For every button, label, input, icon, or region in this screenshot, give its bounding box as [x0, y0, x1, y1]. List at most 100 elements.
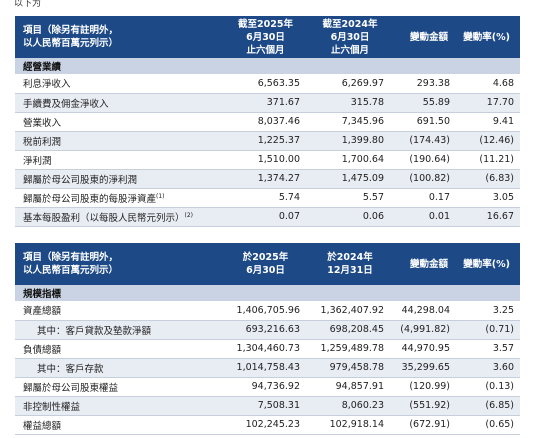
- footnote-marker: (2): [184, 211, 194, 219]
- cell: 6,563.35: [223, 74, 308, 94]
- cell: (0.65): [458, 415, 520, 435]
- header-change-rate: 變動率(%): [463, 31, 510, 43]
- row-label: 利息淨收入: [15, 74, 223, 94]
- cell: (11.21): [458, 150, 520, 170]
- table-row: 歸屬於母公司股東的淨利潤 1,374.27 1,475.09 (100.82) (6.8…: [15, 169, 520, 189]
- header-col-2025: 於2025年 6月30日: [242, 252, 289, 276]
- cell: 102,918.14: [308, 415, 392, 435]
- table-row: 其中：客戶存款 1,014,758.43 979,458.78 35,299.65 3.…: [15, 358, 520, 378]
- cell: (12.46): [458, 131, 520, 151]
- cutoff-text: 以下为: [14, 0, 42, 9]
- row-label: 稅前利潤: [15, 131, 223, 151]
- table-row: 稅前利潤 1,225.37 1,399.80 (174.43) (12.46): [15, 131, 520, 151]
- row-label: 歸屬於母公司股東權益: [15, 377, 223, 397]
- row-label: 歸屬於母公司股東的每股淨資產(1): [15, 188, 223, 208]
- cell: 0.06: [308, 207, 392, 227]
- cell: 315.78: [308, 93, 392, 113]
- section-title: 規模指標: [23, 289, 62, 300]
- row-label: 手續費及佣金淨收入: [15, 93, 223, 113]
- cell: (120.99): [392, 377, 458, 397]
- cell: 4.68: [458, 74, 520, 94]
- row-label: 營業收入: [15, 112, 223, 132]
- cell: 371.67: [223, 93, 308, 113]
- cell: 698,208.45: [308, 320, 392, 340]
- section-title: 經營業績: [23, 62, 62, 73]
- table-row: 淨利潤 1,510.00 1,700.64 (190.64) (11.21): [15, 150, 520, 170]
- cell: 3.05: [458, 188, 520, 208]
- table-row: 歸屬於母公司股東權益 94,736.92 94,857.91 (120.99) (0.1…: [15, 377, 520, 397]
- row-label: 其中：客戶貸款及墊款淨額: [15, 320, 223, 340]
- cell: (551.92): [392, 396, 458, 416]
- cell: (0.13): [458, 377, 520, 397]
- cell: 44,970.95: [392, 339, 458, 359]
- cell: (190.64): [392, 150, 458, 170]
- cell: (6.83): [458, 169, 520, 189]
- table-row: 基本每股盈利（以每股人民幣元列示）(2) 0.07 0.06 0.01 16.67: [15, 207, 520, 227]
- cell: 6,269.97: [308, 74, 392, 94]
- row-label: 基本每股盈利（以每股人民幣元列示）(2): [15, 207, 223, 227]
- table-row: 資產總額 1,406,705.96 1,362,407.92 44,298.04 3.2…: [15, 301, 520, 321]
- cell: (4,991.82): [392, 320, 458, 340]
- cell: 35,299.65: [392, 358, 458, 378]
- table-row: 負債總額 1,304,460.73 1,259,489.78 44,970.95 3.5…: [15, 339, 520, 359]
- section-row: 規模指標: [15, 285, 520, 301]
- header-change-amount: 變動金額: [409, 258, 448, 270]
- table-header: 項目（除另有註明外， 以人民幣百萬元列示） 截至2025年 6月30日 止六個月 截至…: [15, 16, 520, 58]
- table-row: 歸屬於母公司股東的每股淨資產(1) 5.74 5.57 0.17 3.05: [15, 188, 520, 208]
- cell: 979,458.78: [308, 358, 392, 378]
- cell: 3.25: [458, 301, 520, 321]
- header-change-rate: 變動率(%): [463, 258, 510, 270]
- table-header: 項目（除另有註明外， 以人民幣百萬元列示） 於2025年 6月30日 於2024年 1…: [15, 243, 520, 285]
- row-label: 非控制性權益: [15, 396, 223, 416]
- cell: 8,037.46: [223, 112, 308, 132]
- cell: 1,014,758.43: [223, 358, 308, 378]
- cell: 5.74: [223, 188, 308, 208]
- cell: 1,475.09: [308, 169, 392, 189]
- cell: 1,399.80: [308, 131, 392, 151]
- cell: 44,298.04: [392, 301, 458, 321]
- cell: 0.07: [223, 207, 308, 227]
- table-row: 營業收入 8,037.46 7,345.96 691.50 9.41: [15, 112, 520, 132]
- cell: (6.85): [458, 396, 520, 416]
- cell: 1,362,407.92: [308, 301, 392, 321]
- cell: 0.01: [392, 207, 458, 227]
- cell: 1,259,489.78: [308, 339, 392, 359]
- header-col-2024: 截至2024年 6月30日 止六個月: [322, 18, 378, 56]
- cell: (100.82): [392, 169, 458, 189]
- operating-results-table: 項目（除另有註明外， 以人民幣百萬元列示） 截至2025年 6月30日 止六個月 截至…: [15, 16, 520, 227]
- cell: 3.57: [458, 339, 520, 359]
- cell: 8,060.23: [308, 396, 392, 416]
- row-label: 淨利潤: [15, 150, 223, 170]
- cell: 102,245.23: [223, 415, 308, 435]
- cell: 1,510.00: [223, 150, 308, 170]
- cell: 0.17: [392, 188, 458, 208]
- cell: 293.38: [392, 74, 458, 94]
- row-label: 權益總額: [15, 415, 223, 435]
- cell: 17.70: [458, 93, 520, 113]
- table-row: 其中：客戶貸款及墊款淨額 693,216.63 698,208.45 (4,991.8…: [15, 320, 520, 340]
- cell: 3.60: [458, 358, 520, 378]
- cell: 1,374.27: [223, 169, 308, 189]
- header-item: 項目（除另有註明外， 以人民幣百萬元列示）: [23, 252, 119, 276]
- cell: 1,225.37: [223, 131, 308, 151]
- row-label: 負債總額: [15, 339, 223, 359]
- row-label: 資產總額: [15, 301, 223, 321]
- header-change-amount: 變動金額: [409, 31, 448, 43]
- cell: 1,304,460.73: [223, 339, 308, 359]
- cell: (0.71): [458, 320, 520, 340]
- cell: 55.89: [392, 93, 458, 113]
- cell: 693,216.63: [223, 320, 308, 340]
- cell: (174.43): [392, 131, 458, 151]
- header-col-2025: 截至2025年 6月30日 止六個月: [238, 18, 293, 56]
- table-row: 非控制性權益 7,508.31 8,060.23 (551.92) (6.85): [15, 396, 520, 416]
- cell: 1,406,705.96: [223, 301, 308, 321]
- cell: 7,345.96: [308, 112, 392, 132]
- cell: 7,508.31: [223, 396, 308, 416]
- footnote-marker: (1): [156, 192, 165, 200]
- row-label: 歸屬於母公司股東的淨利潤: [15, 169, 223, 189]
- cell: 691.50: [392, 112, 458, 132]
- section-row: 經營業績: [15, 58, 520, 74]
- header-col-2024: 於2024年 12月31日: [327, 252, 373, 276]
- cell: 94,736.92: [223, 377, 308, 397]
- cell: 1,700.64: [308, 150, 392, 170]
